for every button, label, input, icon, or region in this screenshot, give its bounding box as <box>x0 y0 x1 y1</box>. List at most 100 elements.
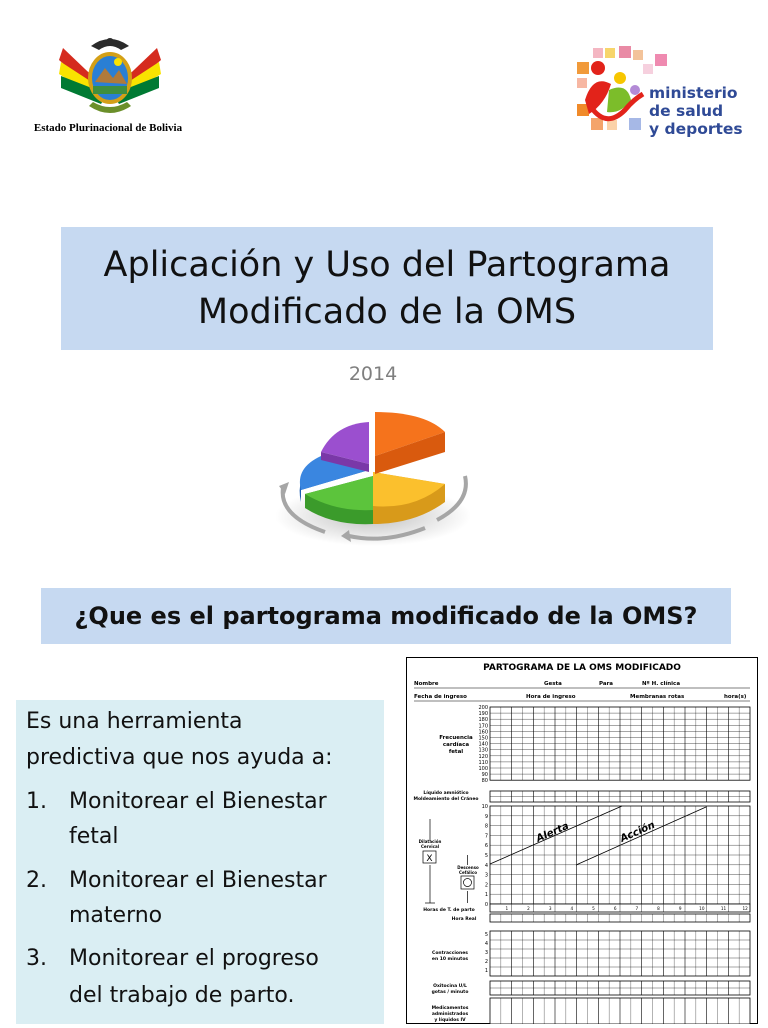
slide-title-box: Aplicación y Uso del Partograma Modifica… <box>61 227 713 350</box>
hour-1: 1 <box>505 906 508 911</box>
dilation-label-1: Dilatación <box>419 839 442 844</box>
dilation-tick-0: 10 <box>482 804 488 810</box>
liquid-label-2: Moldeamiento del Cráneo <box>413 795 478 802</box>
fhr-tick-1: 190 <box>478 711 488 717</box>
alert-line <box>489 805 623 865</box>
list-number-2: 2. <box>26 868 47 893</box>
descent-marker-circle <box>463 878 472 887</box>
dilation-tick-2: 8 <box>485 824 488 830</box>
intro-line-2: predictiva que nos ayuda a: <box>26 745 333 770</box>
ministry-line-2: de salud <box>649 102 724 120</box>
form-hours-label: hora(s) <box>724 694 747 700</box>
descent-label-2: Cefálico <box>459 870 477 875</box>
action-line <box>575 806 707 866</box>
pie-chart-illustration <box>265 398 480 558</box>
dilation-tick-6: 4 <box>485 863 488 869</box>
fhr-tick-5: 150 <box>478 736 488 742</box>
slide-year: 2014 <box>348 363 398 385</box>
dilation-tick-9: 1 <box>485 892 488 898</box>
form-name-label: Nombre <box>414 681 439 687</box>
dilation-tick-10: 0 <box>485 902 488 908</box>
hour-12: 12 <box>742 906 748 911</box>
list-item-2-line-2: materno <box>69 903 163 928</box>
fhr-tick-12: 80 <box>482 778 488 784</box>
contractions-label-2: en 10 minutos <box>432 956 469 962</box>
dilation-marker-box <box>422 850 437 864</box>
contraction-tick-1: 4 <box>485 941 488 947</box>
real-hour-label: Hora Real <box>452 916 477 922</box>
hour-11: 11 <box>721 906 727 911</box>
dilation-label-2: Cervical <box>421 844 440 849</box>
form-membranes-label: Membranas rotas <box>630 694 685 700</box>
labor-hours-label: Horas de T. de parto <box>423 907 474 913</box>
dilation-tick-5: 5 <box>485 853 488 859</box>
coat-caption: Estado Plurinacional de Bolivia <box>33 122 183 134</box>
ministry-line-1: ministerio <box>649 84 738 102</box>
form-history-label: Nº H. clínica <box>642 680 680 687</box>
dilation-tick-1: 9 <box>485 814 488 820</box>
form-admission-date-label: Fecha de ingreso <box>414 694 467 700</box>
slide-title-line-2: Modificado de la OMS <box>197 291 577 332</box>
fhr-tick-7: 130 <box>478 748 488 754</box>
contractions-label-1: Contracciones <box>432 950 468 956</box>
fhr-tick-6: 140 <box>478 742 488 748</box>
hour-2: 2 <box>527 906 530 911</box>
descent-label-1: Descenso <box>457 865 479 870</box>
medications-label-1: Medicamentos <box>432 1005 469 1011</box>
dilation-marker: X <box>426 854 432 864</box>
descent-marker-box <box>460 875 475 890</box>
dilation-tick-8: 2 <box>485 882 488 888</box>
list-number-3: 3. <box>26 946 47 971</box>
liquid-label-1: Líquido amniótico <box>423 789 468 796</box>
fhr-tick-8: 120 <box>478 754 488 760</box>
hour-7: 7 <box>635 906 638 911</box>
list-item-3-line-1: Monitorear el progreso <box>69 946 319 971</box>
hour-6: 6 <box>614 906 617 911</box>
list-item-3-line-2: del trabajo de parto. <box>69 983 295 1008</box>
fhr-tick-3: 170 <box>478 723 488 729</box>
contraction-tick-2: 3 <box>485 950 488 956</box>
fhr-label-2: cardíaca <box>443 741 469 748</box>
intro-line-1: Es una herramienta <box>26 709 243 734</box>
form-gesta-label: Gesta <box>544 681 562 687</box>
partograph-form: PARTOGRAMA DE LA OMS MODIFICADO Nombre G… <box>406 657 758 1025</box>
fhr-label-3: fetal <box>449 749 463 755</box>
question-banner: ¿Que es el partograma modificado de la O… <box>41 588 731 644</box>
contraction-tick-3: 2 <box>485 959 488 965</box>
fhr-tick-2: 180 <box>478 717 488 723</box>
list-number-1: 1. <box>26 789 47 814</box>
hour-4: 4 <box>570 906 573 911</box>
fhr-tick-0: 200 <box>478 705 488 711</box>
fhr-tick-9: 110 <box>478 760 488 766</box>
fhr-tick-11: 90 <box>482 772 488 778</box>
hour-5: 5 <box>592 906 595 911</box>
oxytocin-label-1: Oxitocina U/L <box>433 983 467 989</box>
fhr-tick-10: 100 <box>478 766 488 772</box>
dilation-tick-4: 6 <box>485 843 488 849</box>
hour-3: 3 <box>549 906 552 911</box>
form-admission-time-label: Hora de ingreso <box>526 694 576 700</box>
hour-9: 9 <box>679 906 682 911</box>
contraction-tick-4: 1 <box>485 968 488 974</box>
ministry-logo: ministerio de salud y deportes <box>575 44 755 140</box>
form-title: PARTOGRAMA DE LA OMS MODIFICADO <box>483 663 681 673</box>
list-item-2-line-1: Monitorear el Bienestar <box>69 868 327 893</box>
dilation-tick-7: 3 <box>485 873 488 879</box>
medications-label-3: y líquidos IV <box>434 1016 466 1023</box>
medications-label-2: administrados <box>432 1011 469 1017</box>
oxytocin-label-2: gotas / minuto <box>432 989 469 995</box>
form-para-label: Para <box>599 681 613 687</box>
ministry-line-3: y deportes <box>649 120 743 138</box>
list-item-1-line-1: Monitorear el Bienestar <box>69 789 327 814</box>
list-item-1-line-2: fetal <box>69 824 119 849</box>
question-text: ¿Que es el partograma modificado de la O… <box>74 602 698 630</box>
bolivia-coat-of-arms <box>55 30 165 122</box>
hour-8: 8 <box>657 906 660 911</box>
contraction-tick-0: 5 <box>485 932 488 938</box>
description-box: Es una herramienta predictiva que nos ay… <box>16 700 384 1024</box>
slide-title-line-1: Aplicación y Uso del Partograma <box>103 244 671 285</box>
fhr-tick-4: 160 <box>478 729 488 735</box>
fhr-label-1: Frecuencia <box>439 735 473 741</box>
dilation-tick-3: 7 <box>485 833 488 839</box>
hour-10: 10 <box>699 906 705 911</box>
